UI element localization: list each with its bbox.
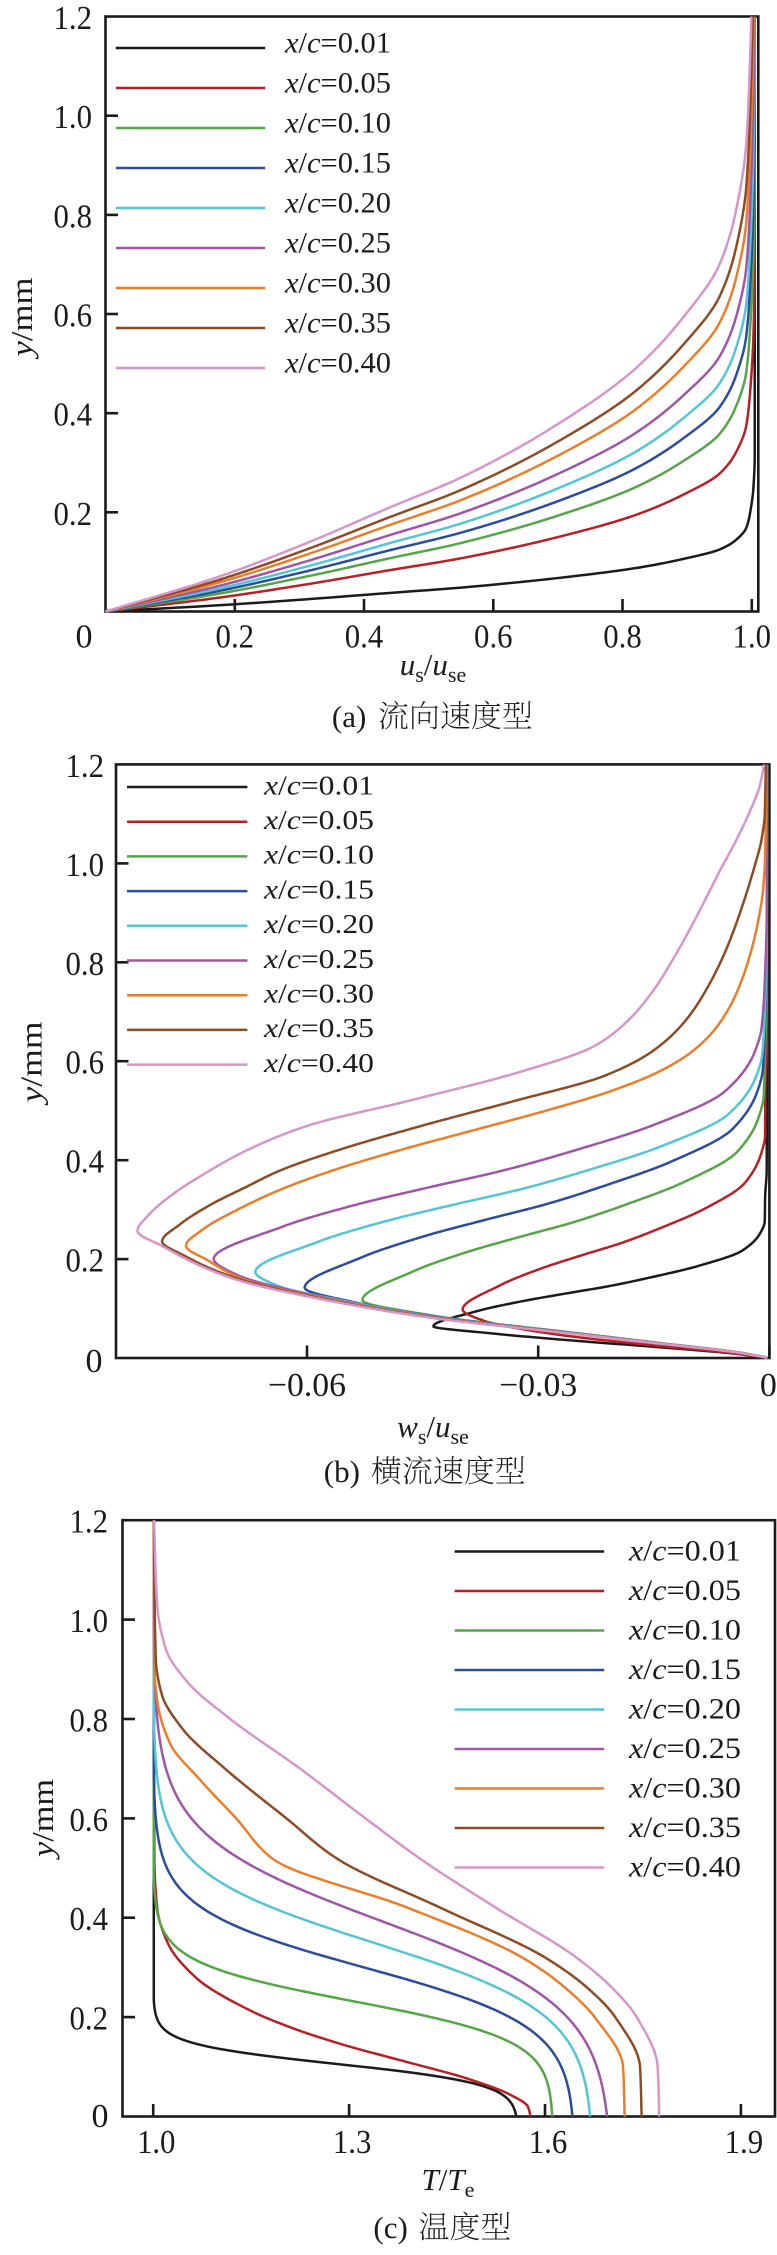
svg-text:0.8: 0.8: [70, 1703, 109, 1740]
svg-text:0.6: 0.6: [70, 1802, 109, 1839]
svg-text:0.4: 0.4: [66, 1144, 105, 1181]
svg-text:0.6: 0.6: [66, 1045, 105, 1082]
svg-text:x/c=0.35: x/c=0.35: [284, 307, 391, 340]
svg-text:x/c=0.05: x/c=0.05: [263, 804, 374, 835]
svg-text:0.8: 0.8: [603, 619, 642, 656]
svg-text:y/mm: y/mm: [4, 278, 39, 360]
svg-text:0: 0: [92, 2098, 109, 2135]
svg-text:x/c=0.35: x/c=0.35: [628, 1812, 741, 1844]
svg-text:0.8: 0.8: [54, 198, 93, 235]
svg-text:y/mm: y/mm: [14, 1022, 49, 1106]
svg-text:(b): (b): [324, 1454, 360, 1489]
svg-text:1.0: 1.0: [54, 99, 93, 136]
svg-text:0: 0: [76, 619, 93, 656]
svg-text:1.2: 1.2: [66, 748, 105, 785]
svg-text:x/c=0.10: x/c=0.10: [628, 1615, 741, 1647]
svg-text:1.6: 1.6: [529, 2124, 568, 2161]
svg-text:0.2: 0.2: [216, 619, 255, 656]
svg-text:x/c=0.20: x/c=0.20: [263, 908, 374, 939]
svg-text:x/c=0.20: x/c=0.20: [628, 1694, 741, 1726]
svg-text:x/c=0.25: x/c=0.25: [628, 1733, 741, 1765]
svg-text:−0.03: −0.03: [499, 1367, 577, 1404]
svg-text:0.2: 0.2: [66, 1243, 105, 1280]
svg-text:1.2: 1.2: [70, 1504, 109, 1541]
svg-text:1.0: 1.0: [733, 619, 772, 656]
svg-text:x/c=0.15: x/c=0.15: [263, 873, 374, 904]
svg-text:x/c=0.40: x/c=0.40: [263, 1047, 374, 1078]
svg-text:0.4: 0.4: [70, 1901, 109, 1938]
svg-text:x/c=0.15: x/c=0.15: [628, 1654, 741, 1686]
svg-text:x/c=0.01: x/c=0.01: [284, 27, 391, 60]
svg-text:x/c=0.05: x/c=0.05: [284, 67, 391, 100]
svg-text:x/c=0.10: x/c=0.10: [263, 839, 374, 870]
svg-text:1.9: 1.9: [725, 2124, 764, 2161]
svg-text:ws/use: ws/use: [397, 1409, 469, 1449]
svg-text:1.0: 1.0: [70, 1603, 109, 1640]
svg-text:0: 0: [86, 1343, 103, 1380]
svg-text:0.6: 0.6: [474, 619, 513, 656]
svg-text:x/c=0.01: x/c=0.01: [263, 769, 374, 800]
svg-text:1.2: 1.2: [54, 0, 93, 37]
svg-text:x/c=0.15: x/c=0.15: [284, 147, 391, 180]
svg-text:1.3: 1.3: [333, 2124, 372, 2161]
svg-text:0.4: 0.4: [54, 397, 93, 434]
svg-text:(c): (c): [373, 2210, 407, 2245]
svg-text:x/c=0.10: x/c=0.10: [284, 107, 391, 140]
svg-text:y/mm: y/mm: [25, 1779, 60, 1860]
svg-text:us/use: us/use: [400, 647, 467, 687]
svg-text:x/c=0.30: x/c=0.30: [628, 1773, 741, 1805]
svg-text:1.0: 1.0: [66, 847, 105, 884]
svg-text:x/c=0.40: x/c=0.40: [284, 347, 391, 380]
svg-text:0.4: 0.4: [345, 619, 384, 656]
svg-text:x/c=0.40: x/c=0.40: [628, 1852, 741, 1884]
svg-text:x/c=0.25: x/c=0.25: [263, 943, 374, 974]
svg-text:x/c=0.30: x/c=0.30: [263, 978, 374, 1009]
svg-text:0.2: 0.2: [54, 496, 93, 533]
svg-text:(a): (a): [332, 699, 366, 734]
svg-text:x/c=0.20: x/c=0.20: [284, 187, 391, 220]
svg-text:0.8: 0.8: [66, 946, 105, 983]
svg-text:x/c=0.01: x/c=0.01: [628, 1536, 741, 1568]
svg-text:−0.06: −0.06: [268, 1367, 346, 1404]
svg-text:x/c=0.35: x/c=0.35: [263, 1012, 374, 1043]
svg-text:x/c=0.05: x/c=0.05: [628, 1575, 741, 1607]
svg-text:x/c=0.30: x/c=0.30: [284, 267, 391, 300]
svg-text:x/c=0.25: x/c=0.25: [284, 227, 391, 260]
svg-text:0: 0: [760, 1367, 777, 1404]
svg-text:1.0: 1.0: [137, 2124, 176, 2161]
svg-text:0.2: 0.2: [70, 2001, 109, 2038]
svg-text:0.6: 0.6: [54, 298, 93, 335]
